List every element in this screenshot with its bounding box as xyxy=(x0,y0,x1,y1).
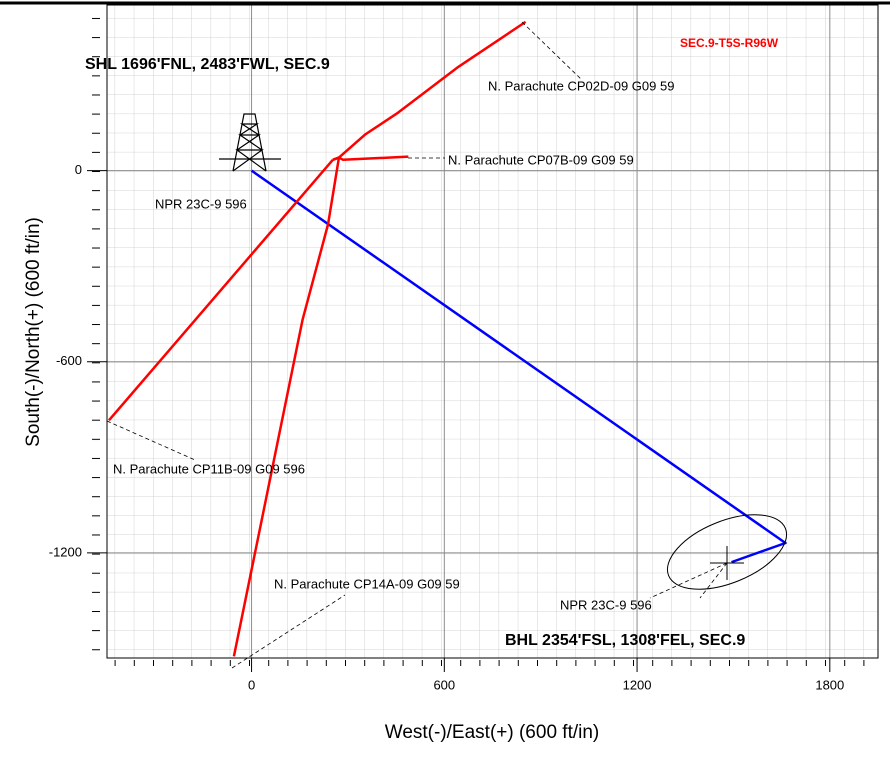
x-axis-label: West(-)/East(+) (600 ft/in) xyxy=(385,722,600,743)
series-label: N. Parachute CP14A-09 G09 59 xyxy=(274,576,460,591)
well-path xyxy=(232,157,341,657)
plot-frame xyxy=(106,4,879,659)
lines xyxy=(107,20,787,657)
x-minor-ticks xyxy=(107,658,878,666)
bhl-annotation: BHL 2354'FSL, 1308'FEL, SEC.9 xyxy=(505,632,745,649)
derrick-icon xyxy=(219,113,281,172)
well-path xyxy=(107,158,334,422)
series-label: NPR 23C-9 596 xyxy=(155,196,247,211)
well-path xyxy=(332,155,409,162)
well-path xyxy=(250,169,787,564)
y-tick-label: 0 xyxy=(75,162,82,177)
y-minor-ticks xyxy=(87,5,107,658)
section-annotation: SEC.9-T5S-R96W xyxy=(680,36,779,50)
y-tick-label: -600 xyxy=(56,353,82,368)
series-label: NPR 23C-9 596 xyxy=(560,597,652,612)
shl-annotation: SHL 1696'FNL, 2483'FWL, SEC.9 xyxy=(85,56,330,73)
series-label: N. Parachute CP07B-09 G09 59 xyxy=(448,152,634,167)
y-tick-label: -1200 xyxy=(49,544,82,559)
series-label: N. Parachute CP02D-09 G09 59 xyxy=(488,78,674,93)
x-tick-label: 600 xyxy=(433,677,455,692)
x-tick-label: 1800 xyxy=(815,677,844,692)
y-axis-label: South(-)/North(+) (600 ft/in) xyxy=(23,217,44,447)
leaders xyxy=(106,21,728,669)
series-label: N. Parachute CP11B-09 G09 596 xyxy=(113,461,305,476)
x-tick-label: 0 xyxy=(248,677,255,692)
x-tick-label: 1200 xyxy=(623,677,652,692)
minor-grid xyxy=(107,5,878,658)
